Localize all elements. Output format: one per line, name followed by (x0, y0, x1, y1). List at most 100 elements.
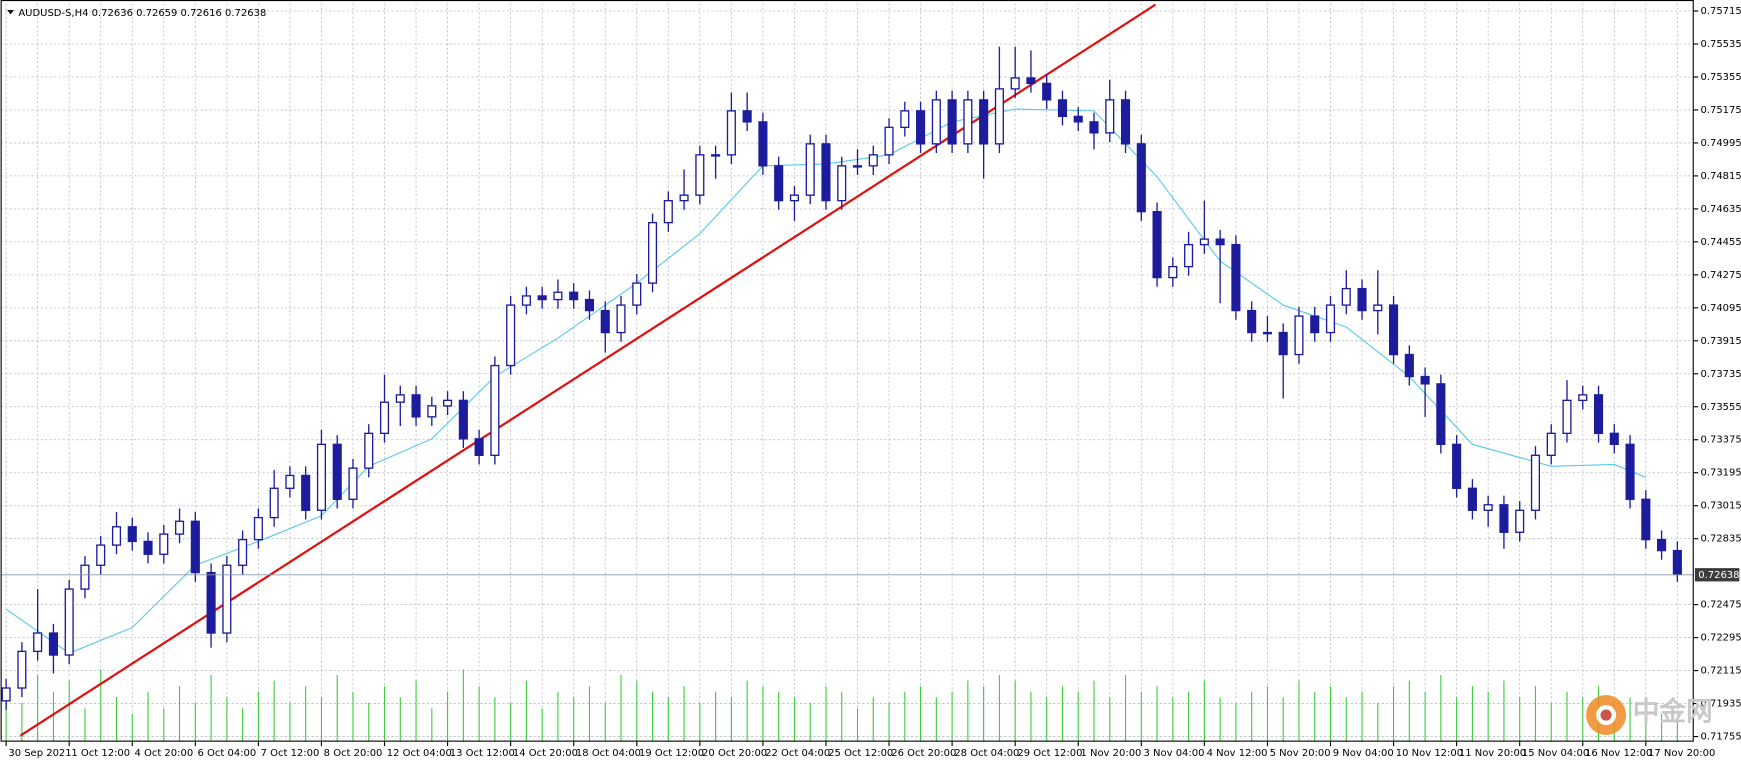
x-tick-label: 5 Nov 20:00 (1270, 748, 1331, 759)
grid (0, 3, 1694, 742)
candle-body (1199, 238, 1209, 246)
candle-body (96, 544, 106, 566)
candle-body (1625, 443, 1635, 500)
candle-body (127, 526, 137, 543)
candle-body (506, 304, 516, 367)
candle-body (1231, 243, 1241, 312)
y-tick-label: 0.74815 (1700, 171, 1741, 182)
candle-body (1436, 383, 1446, 445)
candle-body (1, 687, 11, 702)
candle-body (1325, 304, 1336, 334)
candle-body (80, 564, 90, 590)
x-tick-label: 10 Nov 12:00 (1396, 748, 1463, 759)
candle-body (821, 143, 831, 202)
candle-body (222, 564, 232, 634)
candle-body (1341, 287, 1351, 306)
candle-body (900, 110, 910, 129)
candle-body (175, 520, 185, 535)
candle-body (1515, 509, 1525, 533)
candle-body (1578, 394, 1588, 402)
candle-body (490, 364, 500, 456)
candle-body (758, 121, 768, 167)
candle-body (1010, 77, 1020, 90)
candle-body (1073, 115, 1083, 123)
x-tick-label: 14 Oct 20:00 (513, 748, 578, 759)
candle-body (1136, 143, 1146, 213)
x-tick-label: 16 Nov 12:00 (1585, 748, 1652, 759)
candle-body (190, 520, 200, 574)
candle-body (143, 540, 153, 555)
candle-body (1152, 210, 1162, 279)
y-tick-label: 0.75175 (1700, 105, 1741, 116)
candle-body (1593, 394, 1604, 435)
x-tick-label: 19 Oct 12:00 (639, 748, 704, 759)
candle-body (1262, 331, 1272, 335)
candle-body (1278, 331, 1288, 356)
menu-arrow (7, 9, 14, 15)
x-tick-label: 18 Oct 04:00 (576, 748, 641, 759)
y-tick-label: 0.73195 (1700, 468, 1741, 479)
candle-body (647, 221, 658, 284)
x-tick-label: 8 Oct 20:00 (324, 748, 383, 759)
candle-body (569, 291, 579, 301)
candle-body (600, 309, 610, 334)
x-tick-label: 12 Oct 04:00 (387, 748, 452, 759)
y-tick-label: 0.72475 (1700, 600, 1741, 611)
candle-body (1641, 498, 1651, 541)
candle-body (521, 295, 531, 306)
y-tick-label: 0.74635 (1700, 204, 1741, 215)
y-tick-label: 0.74455 (1700, 237, 1741, 248)
candle-body (837, 165, 847, 202)
y-tick-label: 0.74095 (1700, 303, 1741, 314)
candle-body (1546, 432, 1556, 456)
y-tick-label: 0.75355 (1700, 72, 1741, 83)
y-tick-label: 0.72295 (1700, 633, 1741, 644)
candle-body (427, 405, 437, 418)
x-tick-label: 29 Oct 12:00 (1017, 748, 1082, 759)
candle-body (1184, 243, 1194, 268)
candle-body (979, 99, 989, 145)
candle-body (33, 632, 43, 653)
y-tick-label: 0.71755 (1700, 732, 1741, 743)
candle-body (537, 295, 547, 301)
candle-body (474, 438, 484, 456)
x-tick-label: 13 Oct 12:00 (450, 748, 515, 759)
candle-body (1247, 309, 1257, 334)
candle-body (1089, 121, 1099, 134)
candle-body (1483, 504, 1493, 511)
candle-body (348, 467, 358, 500)
x-tick-label: 30 Sep 2021 (8, 748, 71, 759)
x-tick-label: 11 Nov 20:00 (1459, 748, 1526, 759)
candle-body (805, 143, 815, 196)
candle-body (238, 538, 248, 566)
candle-body (742, 110, 752, 123)
y-tick-label: 0.74995 (1700, 138, 1741, 149)
candle-body (301, 474, 311, 511)
candle-body (663, 199, 673, 224)
candle-body (443, 399, 453, 407)
x-tick-label: 15 Nov 04:00 (1522, 748, 1589, 759)
candle-body (253, 516, 263, 541)
candle-body (1294, 315, 1304, 356)
y-tick-label: 0.71935 (1700, 699, 1741, 710)
x-tick-label: 20 Oct 20:00 (702, 748, 767, 759)
x-tick-label: 22 Oct 04:00 (765, 748, 830, 759)
candle-body (1120, 99, 1131, 145)
candle-body (395, 394, 405, 403)
candle-body (1105, 99, 1115, 134)
x-tick-label: 6 Oct 04:00 (198, 748, 257, 759)
candle-body (1389, 304, 1399, 356)
candle-body (269, 487, 279, 519)
candle-body (17, 650, 27, 689)
y-tick-label: 0.74275 (1700, 270, 1741, 281)
candle-body (695, 154, 705, 196)
x-tick-label: 4 Oct 20:00 (134, 748, 193, 759)
candle-body (48, 632, 58, 656)
candle-body (1609, 432, 1619, 445)
candle-body (584, 298, 595, 312)
candle-body (553, 291, 563, 301)
candle-body (711, 154, 721, 157)
y-tick-label: 0.73015 (1700, 501, 1741, 512)
